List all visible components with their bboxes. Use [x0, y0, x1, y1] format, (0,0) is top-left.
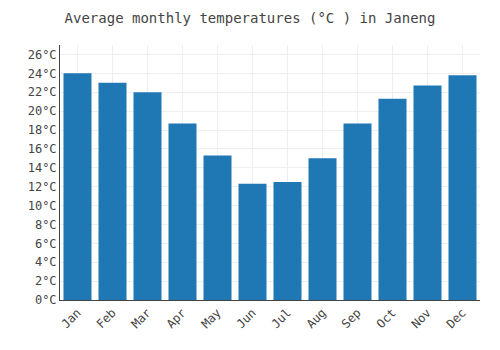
svg-text:Nov: Nov	[409, 306, 434, 331]
svg-text:4°C: 4°C	[35, 255, 57, 269]
svg-text:26°C: 26°C	[28, 48, 57, 62]
svg-text:May: May	[199, 306, 224, 331]
svg-text:22°C: 22°C	[28, 85, 57, 99]
svg-text:Jul: Jul	[269, 306, 294, 331]
svg-text:24°C: 24°C	[28, 67, 57, 81]
svg-text:6°C: 6°C	[35, 237, 57, 251]
svg-text:Sep: Sep	[339, 306, 364, 331]
svg-text:2°C: 2°C	[35, 274, 57, 288]
svg-text:8°C: 8°C	[35, 218, 57, 232]
svg-text:Average monthly temperatures (: Average monthly temperatures (°C ) in Ja…	[65, 10, 436, 26]
svg-text:Jun: Jun	[234, 306, 259, 331]
svg-text:Jan: Jan	[59, 306, 84, 331]
svg-text:18°C: 18°C	[28, 123, 57, 137]
svg-text:Apr: Apr	[164, 306, 189, 331]
svg-text:20°C: 20°C	[28, 104, 57, 118]
svg-text:Feb: Feb	[94, 306, 119, 331]
svg-text:Aug: Aug	[304, 306, 329, 331]
svg-text:Dec: Dec	[444, 306, 469, 331]
svg-text:12°C: 12°C	[28, 180, 57, 194]
svg-text:Mar: Mar	[129, 306, 154, 331]
svg-text:Oct: Oct	[374, 306, 399, 331]
svg-text:0°C: 0°C	[35, 293, 57, 307]
svg-text:16°C: 16°C	[28, 142, 57, 156]
svg-text:14°C: 14°C	[28, 161, 57, 175]
svg-text:10°C: 10°C	[28, 199, 57, 213]
